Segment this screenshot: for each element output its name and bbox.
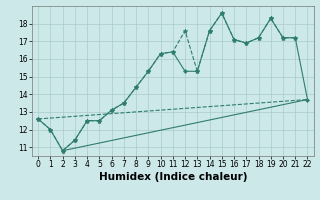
- X-axis label: Humidex (Indice chaleur): Humidex (Indice chaleur): [99, 172, 247, 182]
